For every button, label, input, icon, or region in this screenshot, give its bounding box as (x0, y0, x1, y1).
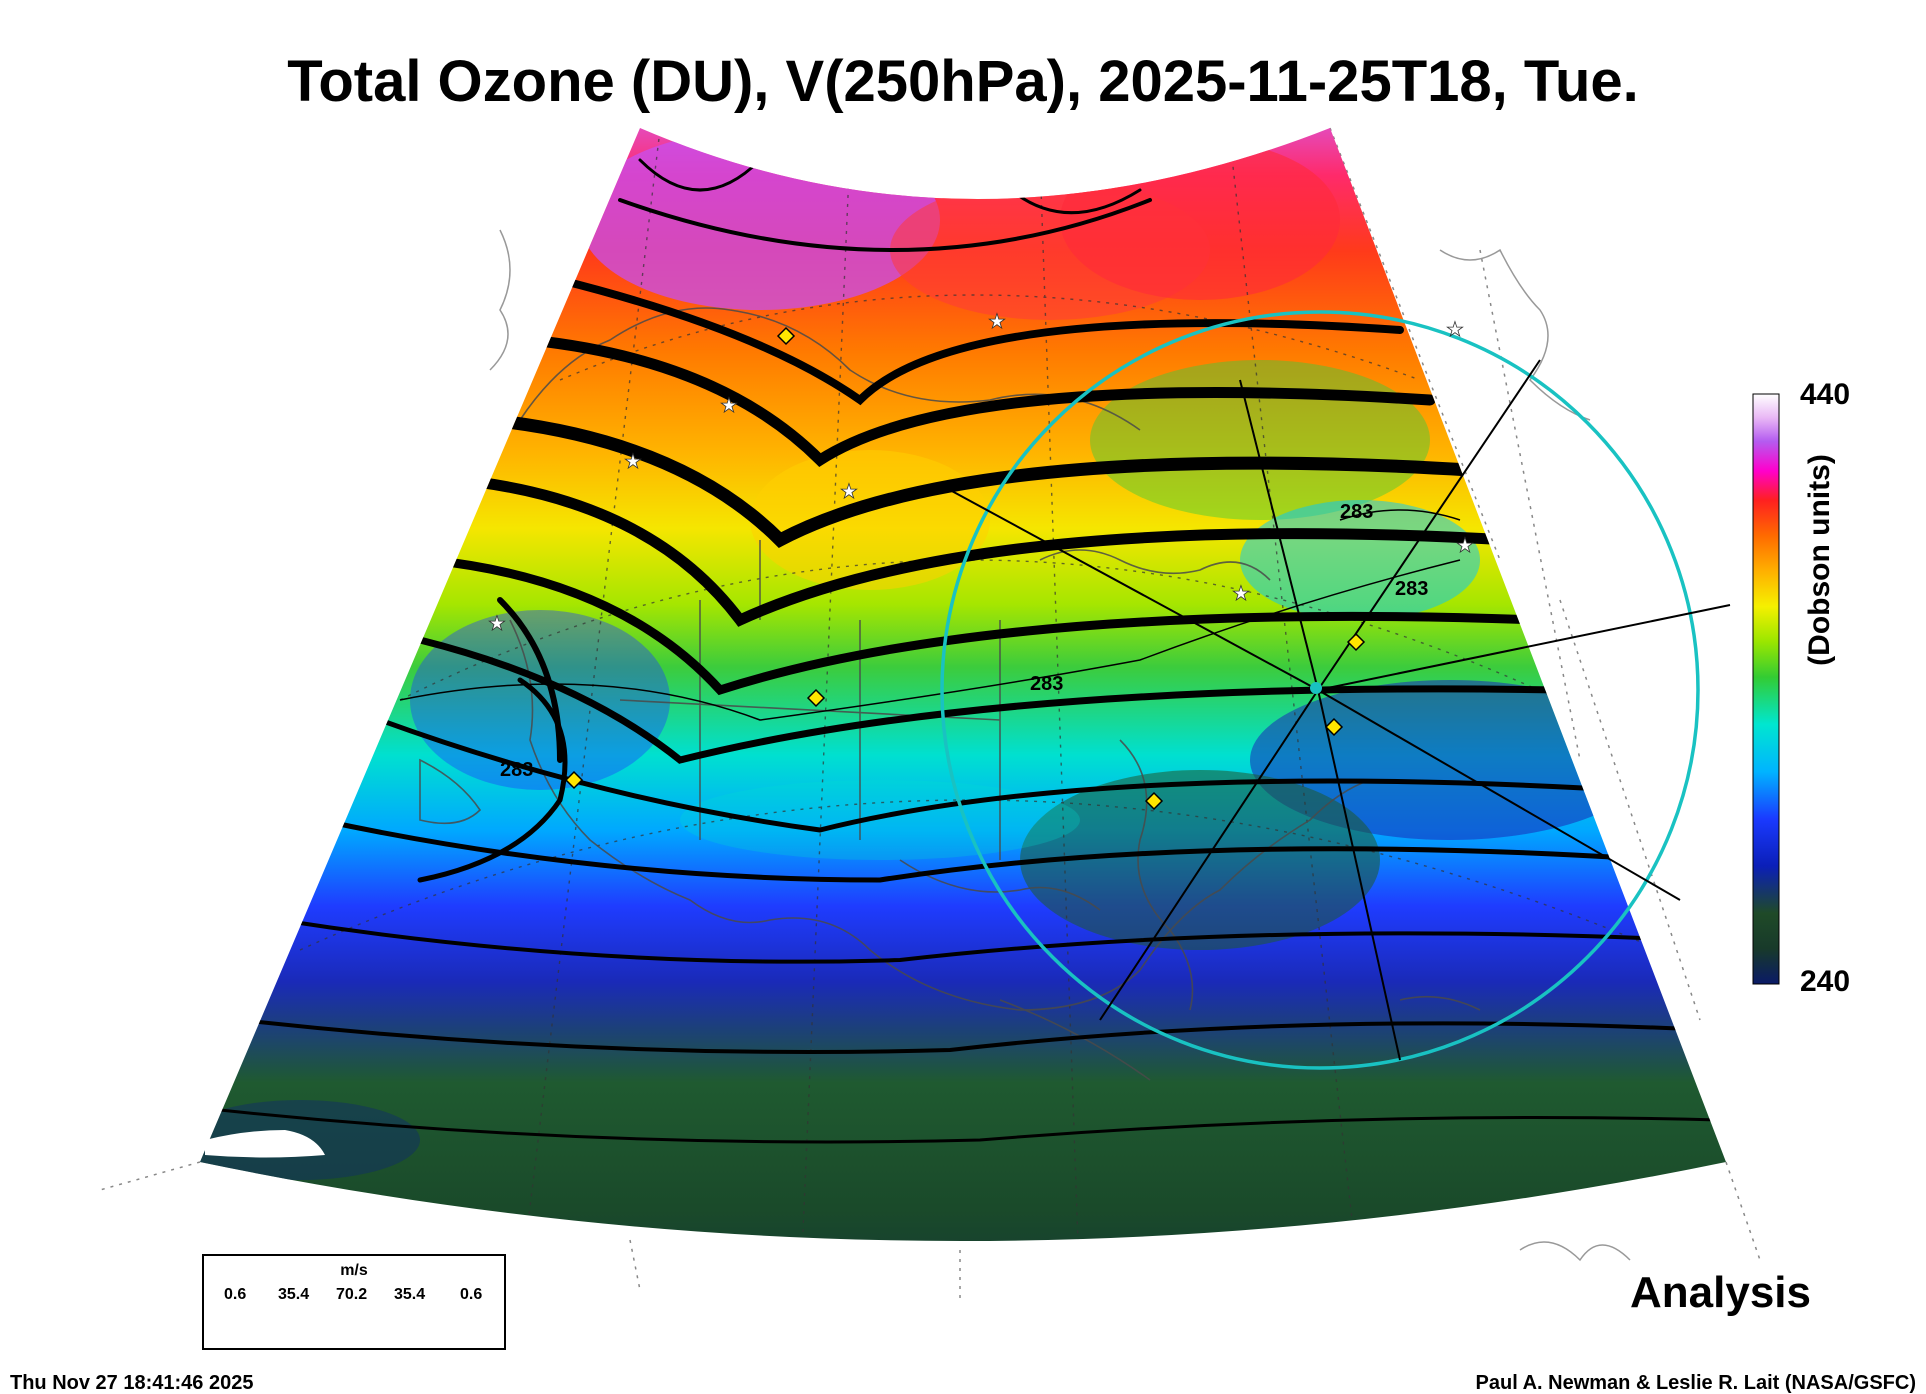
center-marker (1310, 682, 1322, 694)
contour-label: 283 (500, 759, 533, 781)
colorbar-units-label: (Dobson units) (1803, 454, 1836, 666)
analysis-label: Analysis (1630, 1268, 1811, 1317)
contour-283 (399, 509, 1461, 721)
svg-text:★: ★ (488, 611, 506, 635)
wind-legend-value: 0.6 (224, 1286, 247, 1303)
wind-legend-units: m/s (340, 1262, 368, 1279)
timestamp: Thu Nov 27 18:41:46 2025 (10, 1372, 254, 1394)
contour-label: 283 (1395, 578, 1428, 600)
svg-text:★: ★ (1456, 533, 1474, 557)
wind-legend: m/s 0.6 35.4 70.2 35.4 0.6 (202, 1254, 506, 1350)
outer-graticule (99, 127, 1761, 1300)
coastlines (419, 307, 1481, 1081)
wind-streamlines (218, 158, 1722, 1144)
svg-text:★: ★ (988, 309, 1006, 333)
wind-legend-value: 70.2 (336, 1286, 368, 1303)
colorbar-max-label: 440 (1800, 378, 1851, 411)
trajectory-overlay (940, 310, 1731, 1070)
svg-text:★: ★ (1446, 317, 1464, 341)
svg-text:★: ★ (1232, 581, 1250, 605)
credit: Paul A. Newman & Leslie R. Lait (NASA/GS… (1475, 1372, 1916, 1394)
diamond-markers (564, 326, 1366, 811)
svg-text:★: ★ (624, 449, 642, 473)
outer-coastlines (489, 229, 1631, 1262)
contour-label: 283 (1340, 501, 1373, 523)
graticule (299, 129, 1661, 1241)
svg-text:★: ★ (840, 479, 858, 503)
colorbar (1752, 393, 1780, 985)
contour-labels: 283 283 283 283 (500, 501, 1428, 781)
no-data-patch (205, 1130, 325, 1158)
colorbar-min-label: 240 (1800, 965, 1851, 998)
contour-label: 283 (1030, 673, 1063, 695)
star-markers: ★ ★ ★ ★ ★ ★ ★ ★ (488, 309, 1475, 636)
page-title: Total Ozone (DU), V(250hPa), 2025-11-25T… (287, 49, 1639, 114)
wind-legend-value: 0.6 (460, 1286, 483, 1303)
ozone-field (200, 128, 1726, 1241)
svg-text:★: ★ (720, 393, 738, 417)
wind-legend-value: 35.4 (278, 1286, 310, 1303)
wind-legend-value: 35.4 (394, 1286, 426, 1303)
